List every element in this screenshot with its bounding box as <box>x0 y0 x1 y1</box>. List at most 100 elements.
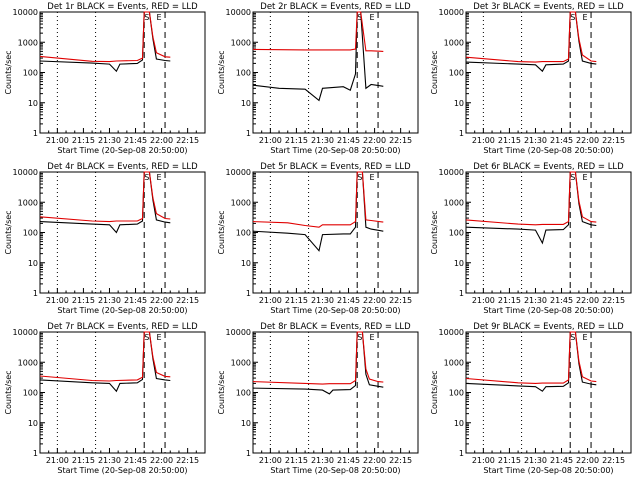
event-marker-label: S <box>357 13 362 22</box>
x-tick-label: 21:15 <box>498 136 521 145</box>
event-marker-label: E <box>369 13 374 22</box>
y-tick-label: 10 <box>241 259 251 268</box>
x-tick-label: 21:00 <box>259 296 282 305</box>
event-marker-label: E <box>582 173 587 182</box>
y-tick-label: 100 <box>23 229 38 238</box>
event-marker-label: E <box>369 333 374 342</box>
y-tick-label: 10 <box>28 99 38 108</box>
chart-title: Det 5r BLACK = Events, RED = LLD <box>260 162 411 172</box>
x-tick-label: 22:00 <box>576 136 599 145</box>
y-tick-label: 1000 <box>444 358 464 367</box>
x-tick-label: 21:30 <box>98 136 121 145</box>
x-tick-label: 21:45 <box>550 136 573 145</box>
y-tick-label: 10000 <box>13 8 38 17</box>
series-line <box>252 331 384 385</box>
y-tick-label: 10 <box>454 259 464 268</box>
x-tick-label: 21:45 <box>337 456 360 465</box>
series-line <box>39 171 171 223</box>
y-tick-label: 1 <box>246 129 251 138</box>
x-tick-label: 21:00 <box>259 136 282 145</box>
x-tick-label: 21:00 <box>472 136 495 145</box>
plot-frame <box>39 11 206 134</box>
chart-title: Det 2r BLACK = Events, RED = LLD <box>260 2 411 12</box>
series-line <box>465 331 597 384</box>
series-line <box>39 11 171 73</box>
y-axis-label: Counts/sec <box>430 50 439 94</box>
y-tick-label: 1 <box>459 449 464 458</box>
chart-title: Det 6r BLACK = Events, RED = LLD <box>473 162 624 172</box>
y-tick-label: 1 <box>33 289 38 298</box>
series-line <box>39 331 171 382</box>
series-line <box>465 11 597 73</box>
x-axis-label: Start Time (20-Sep-08 20:50:00) <box>57 306 187 315</box>
y-tick-label: 100 <box>23 389 38 398</box>
y-axis-label: Counts/sec <box>4 370 13 414</box>
y-tick-label: 1000 <box>18 38 38 47</box>
x-tick-label: 21:45 <box>337 136 360 145</box>
event-marker-label: S <box>357 173 362 182</box>
plot-frame <box>465 331 632 454</box>
x-tick-label: 21:00 <box>46 296 69 305</box>
x-tick-label: 21:15 <box>285 136 308 145</box>
x-tick-label: 21:30 <box>524 136 547 145</box>
x-tick-label: 21:30 <box>98 296 121 305</box>
x-tick-label: 21:30 <box>524 456 547 465</box>
y-tick-label: 1000 <box>18 358 38 367</box>
y-tick-label: 10000 <box>13 168 38 177</box>
y-tick-label: 10000 <box>13 328 38 337</box>
y-tick-label: 100 <box>236 229 251 238</box>
y-tick-label: 1000 <box>231 358 251 367</box>
y-tick-label: 100 <box>236 69 251 78</box>
chart-title: Det 1r BLACK = Events, RED = LLD <box>47 2 198 12</box>
chart-title: Det 9r BLACK = Events, RED = LLD <box>473 322 624 332</box>
x-tick-label: 21:45 <box>124 296 147 305</box>
series-line <box>39 171 171 234</box>
event-marker-label: S <box>570 13 575 22</box>
x-tick-label: 21:00 <box>46 136 69 145</box>
x-tick-label: 21:45 <box>550 296 573 305</box>
y-tick-label: 100 <box>449 69 464 78</box>
x-tick-label: 22:00 <box>363 136 386 145</box>
y-tick-label: 10000 <box>226 8 251 17</box>
x-tick-label: 21:00 <box>472 456 495 465</box>
event-marker-label: E <box>156 333 161 342</box>
x-tick-label: 22:15 <box>602 296 625 305</box>
x-tick-label: 21:00 <box>472 296 495 305</box>
event-marker-label: E <box>369 173 374 182</box>
chart-title: Det 3r BLACK = Events, RED = LLD <box>473 2 624 12</box>
x-tick-label: 22:15 <box>389 296 412 305</box>
x-tick-label: 22:15 <box>176 456 199 465</box>
x-axis-label: Start Time (20-Sep-08 20:50:00) <box>57 146 187 155</box>
y-tick-label: 10000 <box>439 328 464 337</box>
event-marker-label: S <box>357 333 362 342</box>
series-line <box>252 171 384 252</box>
x-axis-label: Start Time (20-Sep-08 20:50:00) <box>270 146 400 155</box>
x-tick-label: 21:15 <box>285 296 308 305</box>
plot-frame <box>252 11 419 134</box>
x-tick-label: 22:15 <box>389 456 412 465</box>
y-tick-label: 1 <box>459 129 464 138</box>
x-tick-label: 21:30 <box>311 136 334 145</box>
series-line <box>465 11 597 63</box>
plot-frame <box>465 11 632 134</box>
y-tick-label: 1 <box>459 289 464 298</box>
y-tick-label: 1 <box>33 449 38 458</box>
x-tick-label: 22:15 <box>389 136 412 145</box>
y-tick-label: 1 <box>246 289 251 298</box>
y-tick-label: 100 <box>449 389 464 398</box>
y-axis-label: Counts/sec <box>430 370 439 414</box>
x-axis-label: Start Time (20-Sep-08 20:50:00) <box>483 146 613 155</box>
series-line <box>252 11 384 52</box>
event-marker-label: S <box>570 173 575 182</box>
chart-title: Det 4r BLACK = Events, RED = LLD <box>47 162 198 172</box>
event-marker-label: E <box>156 173 161 182</box>
y-tick-label: 10 <box>28 419 38 428</box>
event-marker-label: S <box>144 13 149 22</box>
event-marker-label: S <box>144 333 149 342</box>
chart-title: Det 8r BLACK = Events, RED = LLD <box>260 322 411 332</box>
